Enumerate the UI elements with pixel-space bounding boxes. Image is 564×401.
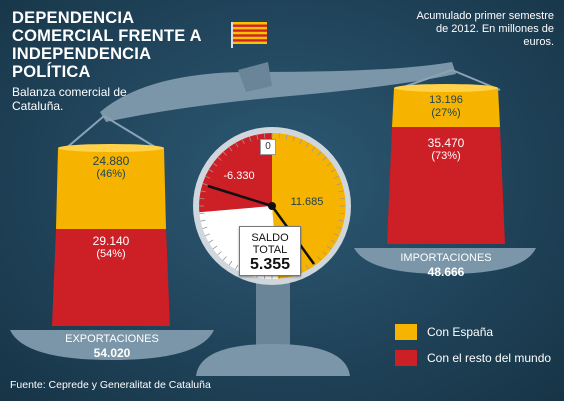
gauge-tick (228, 260, 233, 266)
gauge-tick (285, 134, 288, 140)
export-label: EXPORTACIONES (65, 333, 159, 345)
gauge-slice-resto (199, 133, 272, 213)
gauge-tick (339, 212, 345, 214)
import-resto-pct: (73%) (431, 150, 461, 162)
export-resto-pct: (54%) (96, 248, 126, 260)
legend-label-resto: Con el resto del mundo (427, 351, 552, 365)
gauge-tick (199, 198, 205, 200)
import-segment-resto (387, 127, 505, 244)
gauge-tick (222, 151, 227, 156)
gauge-tick (212, 162, 218, 167)
legend-swatch-espana (395, 324, 417, 340)
left-plate (10, 330, 214, 360)
gauge-tick (338, 190, 344, 193)
gauge-tick (326, 245, 332, 250)
gauge-tick (222, 256, 227, 261)
gauge-tick (305, 264, 309, 270)
gauge-tick (305, 142, 309, 148)
scale-post (256, 276, 290, 356)
gauge-tick (326, 162, 332, 167)
gauge-tick (200, 190, 206, 193)
gauge-tick (330, 239, 336, 243)
gauge-tick (235, 264, 239, 270)
import-espana-value: 13.196 (429, 94, 463, 106)
export-bucket-rim (58, 144, 164, 152)
gauge-tick (322, 156, 327, 161)
export-total: 54.020 (93, 346, 131, 360)
catalan-flag-icon (231, 22, 267, 48)
gauge-tick (338, 219, 344, 222)
export-segment-espana (56, 148, 166, 229)
gauge-tick (336, 226, 342, 229)
gauge-tick (278, 133, 280, 139)
chart-title: DEPENDENCIA COMERCIAL FRENTE A INDEPENDE… (12, 9, 202, 81)
gauge-total-value: 5.355 (249, 256, 291, 273)
legend-label-espana: Con España (427, 325, 494, 339)
gauge-tick (199, 212, 205, 214)
gauge-tick (299, 139, 303, 145)
gauge-tick (249, 136, 252, 142)
import-resto-value: 35.470 (427, 136, 465, 150)
gauge-total-title: SALDO TOTAL (251, 232, 289, 256)
gauge-total-box: SALDO TOTAL 5.355 (239, 226, 301, 276)
scale-base (196, 344, 350, 376)
gauge-tick (200, 219, 206, 222)
export-espana-pct: (46%) (96, 168, 126, 180)
right-plate (354, 248, 536, 274)
import-label: IMPORTACIONES (400, 252, 492, 264)
import-bucket-rim (394, 84, 498, 92)
gauge-tick (212, 245, 218, 250)
export-resto-value: 29.140 (92, 234, 130, 248)
gauge-slice-resto-label: -6.330 (223, 170, 255, 182)
legend-swatch-resto (395, 350, 417, 366)
gauge-tick (235, 142, 239, 148)
chart-subtitle: Balanza comercial de Cataluña. (12, 85, 127, 113)
gauge-tick (317, 256, 322, 261)
import-bar (387, 84, 505, 244)
gauge-tick (202, 183, 208, 186)
gauge-tick (217, 156, 222, 161)
scale-beam (100, 62, 456, 122)
gauge-tick (336, 183, 342, 186)
gauge-tick (264, 133, 266, 139)
gauge-tick (208, 239, 214, 243)
gauge-tick (339, 198, 345, 200)
gauge-tick (205, 233, 211, 237)
import-segment-espana (392, 88, 500, 127)
gauge-tick (311, 146, 316, 152)
source-note: Fuente: Cepredе y Generalitat de Cataluñ… (10, 379, 211, 391)
export-segment-resto (52, 229, 170, 326)
gauge-slice-espana-label: 11.685 (290, 196, 324, 208)
export-bar (52, 144, 170, 326)
gauge-needle-a (207, 184, 273, 208)
import-espana-pct: (27%) (431, 107, 461, 119)
gauge-tick (330, 169, 336, 173)
gauge-tick (333, 175, 339, 179)
gauge-tick (208, 169, 214, 173)
chart-note: Acumulado primer semestre de 2012. En mi… (416, 10, 554, 48)
export-espana-value: 24.880 (92, 154, 130, 168)
gauge-zero-label: 0 (260, 139, 276, 155)
gauge-tick (241, 139, 245, 145)
gauge-tick (217, 251, 222, 256)
gauge-tick (256, 134, 259, 140)
gauge-tick (205, 175, 211, 179)
gauge-tick (322, 251, 327, 256)
import-total: 48.666 (427, 265, 465, 279)
gauge-tick (292, 136, 295, 142)
gauge-tick (333, 233, 339, 237)
gauge-tick (317, 151, 322, 156)
gauge-tick (202, 226, 208, 229)
gauge-tick (228, 146, 233, 152)
